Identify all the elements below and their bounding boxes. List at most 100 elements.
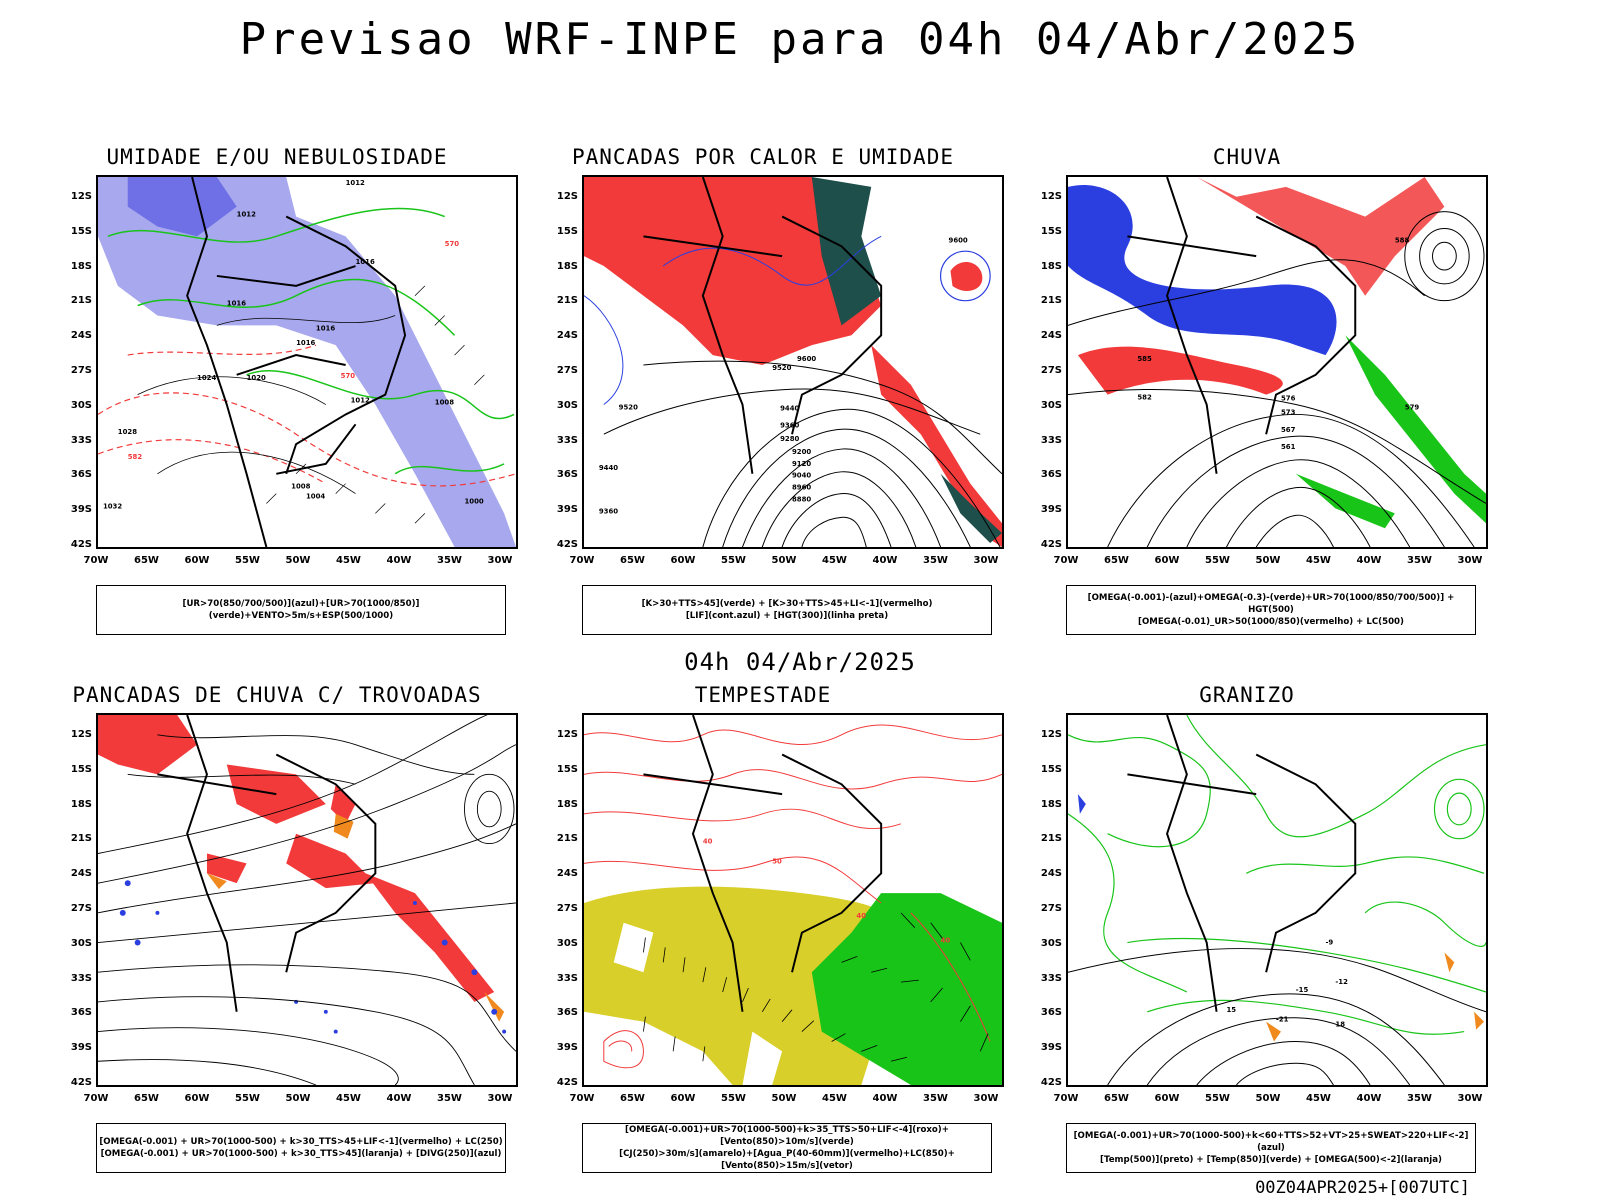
panel-legend: [K>30+TTS>45](verde) + [K>30+TTS>45+LI<-…: [582, 585, 992, 635]
latitude-tick-label: 18S: [70, 798, 92, 810]
panel-title: GRANIZO: [1199, 683, 1295, 707]
longitude-tick-label: 65W: [134, 1093, 159, 1104]
legend-line: [K>30+TTS>45](verde) + [K>30+TTS>45+LI<-…: [641, 599, 933, 609]
map-canvas: -15 -12 -21 15 18 -9: [1068, 715, 1486, 1085]
longitude-tick-label: 35W: [1407, 555, 1432, 566]
longitude-tick-label: 35W: [437, 1093, 462, 1104]
latitude-tick-label: 15S: [1040, 225, 1062, 237]
longitude-tick-label: 35W: [923, 1093, 948, 1104]
panel-legend: [UR>70(850/700/500)](azul)+[UR>70(1000/8…: [96, 585, 506, 635]
longitude-tick-label: 45W: [822, 1093, 847, 1104]
longitude-tick-label: 30W: [973, 1093, 999, 1104]
hgt-label: 567: [1281, 426, 1296, 434]
latitude-tick-label: 24S: [1040, 330, 1062, 342]
latitude-tick-label: 42S: [70, 539, 92, 550]
longitude-tick-label: 55W: [1205, 555, 1230, 566]
latitude-tick-label: 27S: [1040, 903, 1062, 914]
longitude-tick-label: 45W: [1306, 555, 1331, 566]
omega-red-band: [1077, 346, 1283, 395]
omega-green-band: [1345, 335, 1486, 524]
latitude-tick-label: 36S: [70, 469, 92, 481]
lif-contour-ring: [939, 250, 991, 302]
latitude-tick-label: 33S: [556, 434, 578, 446]
humidity-core: [127, 177, 237, 237]
omega-blue-area: [1068, 184, 1337, 356]
panel-legend: [OMEGA(-0.001) + UR>70(1000-500) + k>30_…: [96, 1123, 506, 1173]
latitude-tick-label: 33S: [70, 972, 92, 984]
green-contours: [107, 207, 515, 475]
hgt-label: 585: [1137, 355, 1152, 363]
latitude-tick-label: 12S: [1040, 729, 1062, 740]
map-canvas: 1012 1012 1016 1016 1016 1016 1024 1020 …: [98, 177, 516, 547]
hgt-label: 9440: [780, 404, 799, 412]
latitude-tick-label: 33S: [1040, 434, 1062, 446]
longitude-tick-label: 30W: [1457, 1093, 1483, 1104]
isobar-label: 1028: [118, 428, 137, 436]
temp-label: 15: [1226, 1006, 1236, 1014]
latitude-tick-label: 21S: [70, 295, 92, 307]
divergence-blue-dots: [119, 880, 507, 1034]
lif-contours: [584, 235, 882, 405]
latitude-tick-label: 33S: [1040, 972, 1062, 984]
longitude-tick-label: 60W: [184, 1093, 210, 1104]
hgt-label: 9280: [780, 435, 799, 443]
latitude-tick-label: 30S: [1040, 399, 1062, 411]
longitude-tick-label: 45W: [1306, 1093, 1331, 1104]
isobar-label: 1012: [237, 211, 256, 219]
panel-umidade: UMIDADE E/OU NEBULOSIDADE 12S 15S 18S 21S 24…: [62, 145, 518, 635]
latitude-tick-label: 24S: [556, 330, 578, 342]
latitude-tick-label: 18S: [1040, 798, 1062, 810]
longitude-tick-label: 50W: [771, 555, 797, 566]
longitude-tick-label: 55W: [235, 555, 260, 566]
hgt-label: 588: [1395, 236, 1410, 244]
latitude-tick-label: 27S: [556, 903, 578, 914]
latitude-tick-label: 24S: [556, 868, 578, 880]
panel-legend: [OMEGA(-0.001)+UR>70(1000-500)+k<60+TTS>…: [1066, 1123, 1476, 1173]
longitude-tick-label: 55W: [235, 1093, 260, 1104]
longitude-tick-label: 70W: [1053, 1093, 1079, 1104]
longitude-tick-label: 60W: [184, 555, 210, 566]
thickness-label: 570: [341, 372, 356, 380]
longitude-tick-label: 40W: [386, 1093, 412, 1104]
latitude-tick-label: 39S: [70, 1042, 92, 1054]
water-label: 40: [703, 838, 713, 846]
legend-line: [OMEGA(-0.001)+UR>70(1000-500)+k<60+TTS>…: [1073, 1131, 1469, 1153]
latitude-tick-label: 39S: [556, 1042, 578, 1054]
latitude-tick-label: 24S: [70, 868, 92, 880]
thickness-label: 570: [445, 240, 460, 248]
isobar-label: 1016: [296, 339, 315, 347]
latitude-tick-label: 15S: [556, 763, 578, 775]
latitude-tick-label: 33S: [556, 972, 578, 984]
hgt-label: 582: [1137, 394, 1152, 402]
longitude-tick-label: 70W: [569, 1093, 595, 1104]
isobar-label: 1016: [316, 324, 335, 332]
panel-title: CHUVA: [1212, 145, 1282, 169]
country-borders: [643, 715, 883, 1012]
hgt-label: 9360: [780, 421, 799, 429]
temp-label: 18: [1335, 1021, 1345, 1029]
latitude-tick-label: 18S: [556, 798, 578, 810]
legend-line: [OMEGA(-0.001)+UR>70(1000-500)+k>35_TTS>…: [625, 1125, 949, 1147]
latitude-tick-label: 36S: [556, 1007, 578, 1019]
latitude-tick-label: 21S: [556, 833, 578, 845]
panel-title: TEMPESTADE: [694, 683, 832, 707]
longitude-tick-label: 55W: [721, 555, 746, 566]
isobar-label: 1016: [227, 300, 246, 308]
country-borders: [157, 715, 377, 1012]
hgt-label: 561: [1281, 443, 1296, 451]
latitude-tick-label: 39S: [70, 504, 92, 516]
latitude-tick-label: 18S: [1040, 260, 1062, 272]
longitude-tick-label: 70W: [83, 1093, 109, 1104]
longitude-tick-label: 40W: [872, 555, 898, 566]
map-value-labels: 9600 9520 9600 9440 9360 9280 9200 9120 …: [599, 236, 968, 515]
longitude-tick-label: 50W: [285, 1093, 311, 1104]
longitude-tick-label: 65W: [1104, 1093, 1129, 1104]
longitude-tick-label: 55W: [1205, 1093, 1230, 1104]
longitude-tick-label: 55W: [721, 1093, 746, 1104]
latitude-tick-label: 30S: [556, 399, 578, 411]
longitude-tick-label: 50W: [1255, 1093, 1281, 1104]
hgt-label: 8960: [792, 484, 811, 492]
legend-line: [OMEGA(-0.001) + UR>70(1000-500) + k>30_…: [99, 1137, 503, 1147]
wind-vectors: [266, 285, 485, 524]
model-run-footer: 00Z04APR2025+[007UTC]: [1255, 1178, 1470, 1198]
